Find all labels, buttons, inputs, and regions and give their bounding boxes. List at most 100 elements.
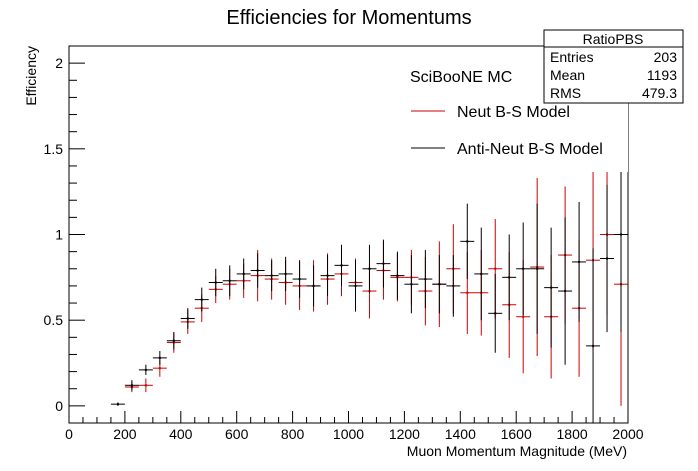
point-marker (130, 384, 133, 387)
data-point (194, 287, 209, 312)
point-marker (186, 317, 189, 320)
point-marker (466, 240, 469, 243)
data-point (460, 203, 475, 280)
data-point (152, 351, 167, 365)
data-point (446, 255, 461, 317)
point-marker (256, 269, 259, 272)
data-point (236, 258, 251, 290)
point-marker (144, 384, 147, 387)
y-axis: 0 0.5 1 1.5 2 (44, 45, 85, 424)
point-marker (312, 284, 315, 287)
point-marker (578, 260, 581, 263)
data-point (250, 253, 265, 288)
x-tick-label: 0 (65, 426, 73, 442)
legend-label-neut: Neut B-S Model (457, 104, 570, 121)
data-point (110, 402, 125, 406)
point-marker (466, 291, 469, 294)
point-marker (452, 284, 455, 287)
data-point (334, 244, 349, 286)
data-point (502, 234, 517, 321)
y-tick-label: 0.5 (44, 312, 64, 328)
point-marker (424, 278, 427, 281)
point-marker (354, 284, 357, 287)
point-marker (200, 298, 203, 301)
x-tick-label: 800 (281, 426, 305, 442)
x-tick-label: 2000 (612, 426, 643, 442)
point-marker (508, 276, 511, 279)
data-point (516, 222, 531, 316)
x-tick-label: 1400 (445, 426, 476, 442)
x-tick-label: 1200 (389, 426, 420, 442)
point-marker (620, 233, 623, 236)
y-axis-label: Efficiency (23, 46, 39, 106)
data-point (320, 255, 335, 297)
legend-label-antineut: Anti-Neut B-S Model (457, 141, 603, 158)
data-point (418, 249, 433, 309)
chart-title: Efficiencies for Momentums (226, 7, 471, 29)
data-point (362, 244, 377, 293)
data-point (586, 248, 601, 423)
data-point (348, 260, 363, 312)
point-marker (158, 367, 161, 370)
point-marker (270, 274, 273, 277)
point-marker (480, 272, 483, 275)
stats-frame (543, 29, 684, 104)
x-axis-label: Muon Momentum Magnitude (MeV) (407, 443, 627, 459)
point-marker (340, 264, 343, 267)
data-point (558, 217, 573, 365)
point-marker (396, 274, 399, 277)
point-marker (564, 290, 567, 293)
data-point (530, 203, 545, 334)
data-point (600, 184, 615, 333)
x-tick-label: 1600 (501, 426, 532, 442)
y-tick-label: 1 (55, 227, 63, 243)
stats-mean-label: Mean (550, 67, 585, 83)
data-point (278, 256, 293, 292)
point-marker (410, 283, 413, 286)
point-marker (536, 267, 539, 270)
stats-entries-value: 203 (654, 49, 678, 65)
stats-rms-label: RMS (550, 85, 581, 101)
data-point (544, 227, 559, 348)
data-point (292, 260, 307, 298)
point-marker (522, 315, 525, 318)
data-point (488, 273, 503, 353)
data-point (264, 260, 279, 292)
point-marker (606, 257, 609, 260)
data-point (208, 268, 223, 297)
x-tick-label: 400 (169, 426, 193, 442)
point-marker (172, 339, 175, 342)
data-point (180, 308, 195, 329)
stats-rms-value: 479.3 (642, 85, 677, 101)
point-marker (592, 344, 595, 347)
point-marker (242, 272, 245, 275)
point-marker (116, 403, 119, 406)
point-marker (494, 267, 497, 270)
data-point (376, 239, 391, 288)
point-marker (382, 262, 385, 265)
y-tick-label: 1.5 (44, 141, 64, 157)
series-antineut (110, 136, 628, 423)
data-point (166, 332, 181, 350)
stats-box: RatioPBS Entries 203 Mean 1193 RMS 479.3 (543, 29, 684, 104)
point-marker (368, 267, 371, 270)
series-neut (124, 153, 628, 406)
data-point (432, 255, 447, 314)
x-axis: 0 200 400 600 800 1000 1200 1400 1600 1800 2000 (65, 411, 644, 442)
stats-title: RatioPBS (583, 31, 644, 47)
point-marker (438, 283, 441, 286)
data-point (572, 201, 587, 322)
point-marker (158, 356, 161, 359)
point-marker (144, 368, 147, 371)
point-marker (228, 279, 231, 282)
x-tick-label: 1800 (557, 426, 588, 442)
y-tick-label: 2 (55, 55, 63, 71)
x-tick-label: 200 (113, 426, 137, 442)
data-point (390, 251, 405, 300)
point-marker (326, 274, 329, 277)
y-tick-label: 0 (55, 398, 63, 414)
legend-header: SciBooNE MC (410, 69, 512, 86)
data-point (222, 265, 237, 297)
point-marker (298, 278, 301, 281)
